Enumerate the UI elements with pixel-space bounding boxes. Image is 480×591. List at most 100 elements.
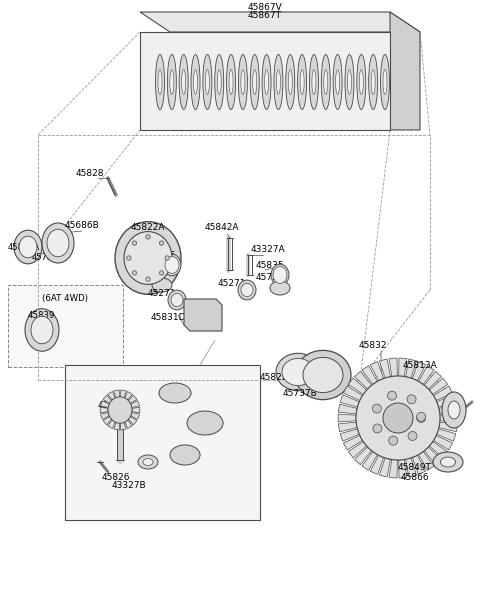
Ellipse shape — [252, 70, 257, 95]
Polygon shape — [412, 362, 426, 381]
Ellipse shape — [19, 236, 37, 258]
Polygon shape — [424, 371, 442, 389]
Polygon shape — [340, 429, 359, 441]
Ellipse shape — [239, 54, 247, 109]
Polygon shape — [370, 455, 384, 475]
Polygon shape — [100, 407, 108, 413]
Polygon shape — [100, 401, 109, 408]
Ellipse shape — [108, 397, 132, 423]
Ellipse shape — [163, 254, 181, 276]
Ellipse shape — [345, 54, 354, 109]
Ellipse shape — [441, 457, 456, 467]
Polygon shape — [114, 390, 120, 398]
Ellipse shape — [187, 411, 223, 435]
Polygon shape — [344, 436, 362, 450]
Text: 45831D: 45831D — [150, 313, 186, 323]
Polygon shape — [389, 358, 397, 376]
Polygon shape — [389, 460, 397, 478]
Polygon shape — [433, 436, 453, 450]
Circle shape — [127, 256, 131, 260]
Circle shape — [132, 271, 137, 275]
Circle shape — [146, 235, 150, 239]
Circle shape — [373, 424, 382, 433]
Ellipse shape — [369, 54, 378, 109]
Text: 45686B: 45686B — [65, 220, 99, 229]
Ellipse shape — [205, 70, 209, 95]
Polygon shape — [437, 429, 456, 441]
Polygon shape — [348, 378, 367, 394]
Bar — [65, 365, 260, 520]
Text: 45813A: 45813A — [403, 361, 437, 369]
Ellipse shape — [152, 278, 172, 292]
Text: 45839: 45839 — [28, 310, 55, 320]
Ellipse shape — [360, 70, 363, 95]
Circle shape — [372, 404, 382, 413]
Text: 45756: 45756 — [134, 274, 162, 282]
Text: 45826: 45826 — [102, 472, 131, 482]
Polygon shape — [120, 421, 126, 430]
Circle shape — [408, 431, 417, 440]
Ellipse shape — [241, 70, 245, 95]
Polygon shape — [380, 359, 390, 378]
Polygon shape — [440, 414, 458, 422]
Polygon shape — [340, 395, 359, 407]
Polygon shape — [338, 404, 357, 414]
Ellipse shape — [324, 70, 328, 95]
Ellipse shape — [171, 293, 183, 307]
Ellipse shape — [336, 70, 340, 95]
Polygon shape — [362, 452, 377, 470]
Ellipse shape — [124, 232, 172, 284]
Ellipse shape — [298, 54, 307, 109]
Ellipse shape — [274, 54, 283, 109]
Polygon shape — [108, 391, 116, 401]
Polygon shape — [419, 452, 434, 470]
Ellipse shape — [241, 284, 253, 297]
Polygon shape — [348, 441, 367, 458]
Text: 45271: 45271 — [148, 288, 176, 297]
Ellipse shape — [156, 54, 165, 109]
Ellipse shape — [262, 54, 271, 109]
Ellipse shape — [288, 70, 292, 95]
Polygon shape — [338, 422, 357, 432]
Polygon shape — [433, 386, 453, 401]
Circle shape — [159, 241, 164, 245]
Polygon shape — [419, 366, 434, 384]
Circle shape — [387, 391, 396, 400]
Ellipse shape — [321, 54, 330, 109]
Ellipse shape — [42, 223, 74, 263]
Polygon shape — [344, 386, 362, 401]
Text: 45822: 45822 — [260, 374, 288, 382]
Text: 43327B: 43327B — [112, 482, 146, 491]
Ellipse shape — [295, 350, 351, 400]
Text: 45756: 45756 — [256, 274, 284, 282]
Text: 45835: 45835 — [256, 261, 284, 269]
Ellipse shape — [47, 229, 69, 256]
Circle shape — [159, 271, 164, 275]
Circle shape — [356, 376, 440, 460]
Polygon shape — [108, 420, 116, 428]
Circle shape — [165, 256, 169, 260]
Polygon shape — [131, 413, 140, 420]
Circle shape — [407, 395, 416, 404]
Ellipse shape — [348, 70, 351, 95]
Text: 45837: 45837 — [98, 401, 127, 410]
Ellipse shape — [191, 54, 200, 109]
Polygon shape — [124, 391, 132, 401]
Ellipse shape — [170, 445, 200, 465]
Text: 45849T: 45849T — [398, 463, 432, 472]
Ellipse shape — [181, 70, 186, 95]
Text: 45832: 45832 — [359, 340, 387, 349]
Polygon shape — [380, 458, 390, 477]
Polygon shape — [399, 358, 407, 376]
Text: 45867T: 45867T — [248, 11, 282, 21]
Ellipse shape — [264, 70, 269, 95]
Text: 45835: 45835 — [148, 251, 176, 259]
Ellipse shape — [170, 70, 174, 95]
Polygon shape — [399, 460, 407, 478]
Polygon shape — [140, 32, 390, 130]
Ellipse shape — [273, 267, 287, 284]
Text: 45828: 45828 — [76, 168, 104, 177]
Ellipse shape — [31, 316, 53, 344]
Ellipse shape — [276, 353, 320, 391]
Polygon shape — [406, 458, 417, 477]
